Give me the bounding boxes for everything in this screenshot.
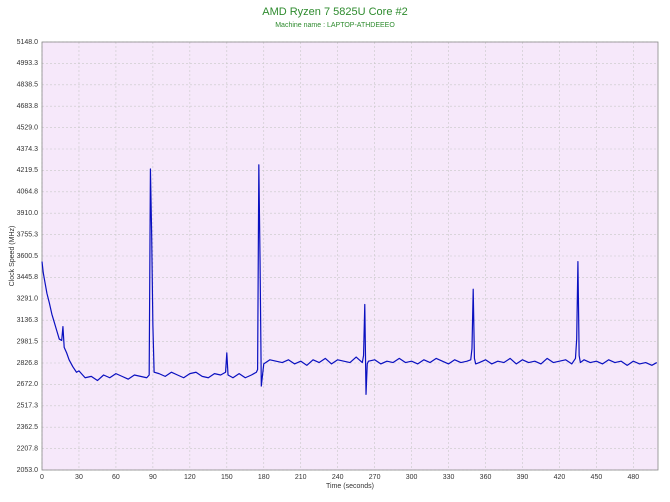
line-series bbox=[41, 164, 658, 395]
y-tick-label: 2053.0 bbox=[17, 467, 39, 474]
x-tick-label: 210 bbox=[295, 474, 307, 481]
y-tick-label: 2517.3 bbox=[17, 403, 39, 410]
x-tick-label: 0 bbox=[40, 474, 44, 481]
x-tick-label: 480 bbox=[628, 474, 640, 481]
y-tick-label: 4838.5 bbox=[17, 82, 39, 89]
y-tick-label: 2207.8 bbox=[17, 445, 39, 452]
y-tick-label: 4529.0 bbox=[17, 124, 39, 131]
y-tick-label: 2981.5 bbox=[17, 338, 39, 345]
x-tick-label: 150 bbox=[221, 474, 233, 481]
y-tick-label: 4374.3 bbox=[17, 146, 39, 153]
x-tick-label: 90 bbox=[149, 474, 157, 481]
chart-subtitle: Machine name : LAPTOP-ATHDEEEO bbox=[275, 22, 395, 29]
chart-title: AMD Ryzen 7 5825U Core #2 bbox=[262, 6, 408, 18]
x-tick-label: 420 bbox=[554, 474, 566, 481]
x-tick-label: 330 bbox=[443, 474, 455, 481]
x-tick-label: 240 bbox=[332, 474, 344, 481]
y-tick-label: 2362.5 bbox=[17, 424, 39, 431]
y-tick-label: 4993.3 bbox=[17, 60, 39, 67]
x-tick-label: 120 bbox=[184, 474, 196, 481]
x-axis-label: Time (seconds) bbox=[326, 483, 374, 490]
y-tick-label: 5148.0 bbox=[17, 39, 39, 46]
plot-border bbox=[41, 41, 659, 471]
x-tick-label: 360 bbox=[480, 474, 492, 481]
y-tick-label: 3600.5 bbox=[17, 253, 39, 260]
y-tick-label: 3910.0 bbox=[17, 210, 39, 217]
y-tick-label: 3755.3 bbox=[17, 231, 39, 238]
y-tick-label: 4219.5 bbox=[17, 167, 39, 174]
x-tick-label: 180 bbox=[258, 474, 270, 481]
y-tick-label: 2672.0 bbox=[17, 381, 39, 388]
y-tick-label: 3136.3 bbox=[17, 317, 39, 324]
y-tick-label: 2826.8 bbox=[17, 360, 39, 367]
x-tick-label: 390 bbox=[517, 474, 529, 481]
y-tick-label: 4683.8 bbox=[17, 103, 39, 110]
x-tick-label: 300 bbox=[406, 474, 418, 481]
x-tick-label: 60 bbox=[112, 474, 120, 481]
y-tick-label: 3291.0 bbox=[17, 296, 39, 303]
x-tick-label: 30 bbox=[75, 474, 83, 481]
y-tick-label: 3445.8 bbox=[17, 274, 39, 281]
y-tick-label: 4064.8 bbox=[17, 189, 39, 196]
x-tick-label: 450 bbox=[591, 474, 603, 481]
y-axis-label: Clock Speed (MHz) bbox=[9, 226, 16, 287]
x-tick-label: 270 bbox=[369, 474, 381, 481]
